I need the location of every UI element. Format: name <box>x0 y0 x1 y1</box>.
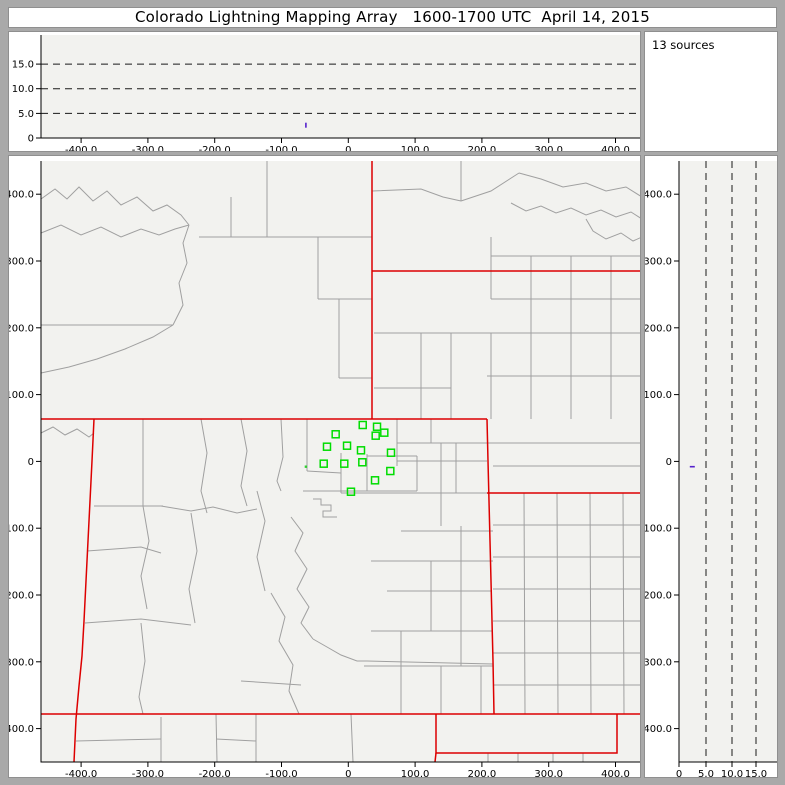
svg-text:-300.0: -300.0 <box>9 657 34 668</box>
svg-text:-400.0: -400.0 <box>9 724 34 735</box>
plan-view-map-panel: -400.0 -300.0 -200.0 -100.0 0 100.0 200.0 300.0… <box>8 155 641 778</box>
svg-text:-400.0: -400.0 <box>65 145 97 151</box>
svg-text:-200.0: -200.0 <box>9 591 34 602</box>
svg-text:5.0: 5.0 <box>18 109 34 120</box>
lma-station-marker <box>358 420 367 430</box>
lma-station-marker <box>372 422 382 431</box>
svg-text:200.0: 200.0 <box>468 145 497 151</box>
source-point <box>304 465 308 468</box>
svg-text:-200.0: -200.0 <box>199 145 231 151</box>
svg-text:300.0: 300.0 <box>534 145 563 151</box>
svg-text:0: 0 <box>345 145 351 151</box>
svg-text:200.0: 200.0 <box>645 323 672 334</box>
svg-text:5.0: 5.0 <box>698 769 714 777</box>
svg-text:-100.0: -100.0 <box>645 524 672 535</box>
svg-text:15.0: 15.0 <box>745 769 767 777</box>
plan-view-map-plot[interactable]: -400.0 -300.0 -200.0 -100.0 0 100.0 200.0 300.0… <box>9 156 640 777</box>
lma-station-marker <box>331 430 340 439</box>
svg-text:300.0: 300.0 <box>9 257 34 268</box>
lma-station-marker <box>319 459 328 468</box>
svg-text:400.0: 400.0 <box>9 190 34 201</box>
svg-text:10.0: 10.0 <box>12 84 34 95</box>
svg-text:0: 0 <box>666 457 672 468</box>
svg-text:10.0: 10.0 <box>721 769 743 777</box>
lma-station-marker <box>386 466 395 476</box>
source-count-panel: 13 sources <box>644 31 778 152</box>
svg-text:-200.0: -200.0 <box>199 769 231 777</box>
svg-text:-300.0: -300.0 <box>132 145 164 151</box>
svg-text:400.0: 400.0 <box>601 769 630 777</box>
svg-text:-100.0: -100.0 <box>9 524 34 535</box>
lma-station-marker <box>356 446 366 455</box>
svg-text:0: 0 <box>28 457 34 468</box>
source-count-label: 13 sources <box>652 38 715 52</box>
svg-text:400.0: 400.0 <box>645 190 672 201</box>
svg-text:400.0: 400.0 <box>601 145 630 151</box>
lma-station-marker <box>322 442 332 451</box>
svg-text:-400.0: -400.0 <box>65 769 97 777</box>
source-point <box>689 465 695 468</box>
altitude-northsouth-panel: 0 5.0 10.015.0 400.0 300.0 200.0 100.0 0 -100.0 -… <box>644 155 778 778</box>
lma-station-marker <box>380 428 389 437</box>
svg-text:-300.0: -300.0 <box>645 657 672 668</box>
svg-text:300.0: 300.0 <box>645 257 672 268</box>
svg-text:-100.0: -100.0 <box>265 769 297 777</box>
svg-text:100.0: 100.0 <box>401 769 430 777</box>
svg-text:-400.0: -400.0 <box>645 724 672 735</box>
source-point <box>305 122 307 128</box>
svg-text:-100.0: -100.0 <box>265 145 297 151</box>
altitude-northsouth-plot[interactable]: 0 5.0 10.015.0 400.0 300.0 200.0 100.0 0 -100.0 -… <box>645 156 777 777</box>
svg-text:100.0: 100.0 <box>645 390 672 401</box>
lma-station-marker <box>358 458 367 467</box>
lma-station-marker <box>386 448 396 457</box>
svg-text:100.0: 100.0 <box>9 390 34 401</box>
svg-text:0: 0 <box>345 769 351 777</box>
svg-text:200.0: 200.0 <box>468 769 497 777</box>
svg-text:0: 0 <box>28 134 34 145</box>
svg-text:15.0: 15.0 <box>12 60 34 71</box>
altitude-eastwest-panel: -400.0 -300.0 -200.0 -100.0 0 100.0 200.0 300.0… <box>8 31 641 152</box>
lma-station-marker <box>346 487 356 496</box>
svg-text:100.0: 100.0 <box>401 145 430 151</box>
svg-text:200.0: 200.0 <box>9 323 34 334</box>
lma-station-marker <box>371 431 380 440</box>
svg-text:-300.0: -300.0 <box>132 769 164 777</box>
lma-station-marker <box>370 476 380 485</box>
lma-station-marker <box>342 441 352 450</box>
svg-text:-200.0: -200.0 <box>645 591 672 602</box>
page-title: Colorado Lightning Mapping Array 1600-17… <box>8 7 777 28</box>
svg-text:300.0: 300.0 <box>534 769 563 777</box>
altitude-eastwest-plot[interactable]: -400.0 -300.0 -200.0 -100.0 0 100.0 200.0 300.0… <box>9 32 640 151</box>
lma-station-marker <box>340 459 349 468</box>
svg-text:0: 0 <box>676 769 682 777</box>
